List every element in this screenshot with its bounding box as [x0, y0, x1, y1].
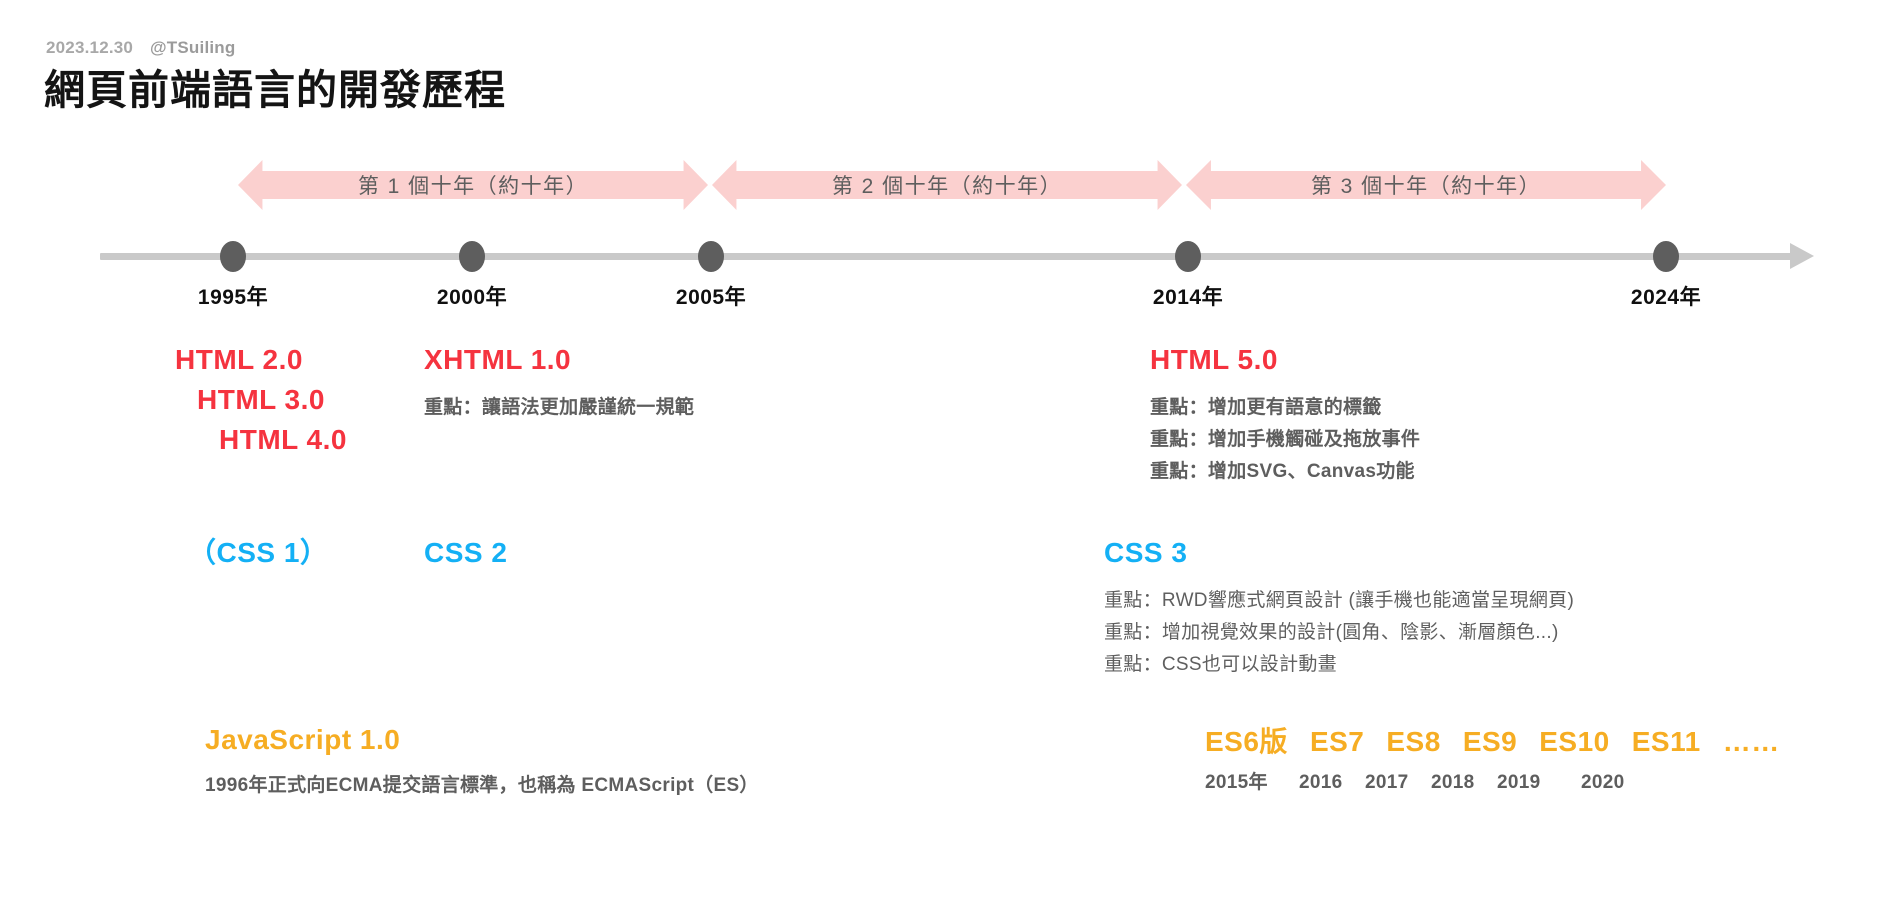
es-version-8: ES8 — [1386, 726, 1441, 757]
timeline-year-1995: 1995年 — [197, 286, 269, 309]
ecmascript-versions: ES6版 ES7 ES8 ES9 ES10 ES11 …… — [1205, 720, 1780, 760]
decade-band-1: 第 1 個十年（約十年） — [238, 160, 708, 210]
ecmascript-block: ES6版 ES7 ES8 ES9 ES10 ES11 …… 2015年 2016… — [1205, 720, 1780, 794]
html5-note-2: 重點：增加手機觸碰及拖放事件 — [1150, 428, 1421, 450]
html-early-versions: HTML 2.0 HTML 3.0 HTML 4.0 — [175, 340, 347, 459]
es-year-2017: 2017 — [1365, 772, 1409, 793]
css3-note-3: 重點：CSS也可以設計動畫 — [1104, 653, 1337, 675]
html5-title: HTML 5.0 — [1150, 344, 1278, 375]
es-version-6: ES6版 — [1205, 726, 1288, 757]
timeline-dot-2000 — [459, 241, 485, 272]
timeline-arrowhead-icon — [1790, 243, 1814, 269]
byline: 2023.12.30 @TSuiling — [46, 38, 235, 58]
es-version-9: ES9 — [1462, 726, 1518, 757]
decade-arrow-2: 第 2 個十年（約十年） — [712, 160, 1182, 210]
timeline-dot-2005 — [698, 241, 724, 272]
ecmascript-years: 2015年 2016 2017 2018 2019 2020 — [1205, 767, 1780, 794]
es-version-7: ES7 — [1309, 726, 1365, 757]
decade-band-3: 第 3 個十年（約十年） — [1186, 160, 1666, 210]
css2-title: CSS 2 — [424, 537, 508, 568]
es-version-11: ES11 — [1631, 726, 1701, 757]
byline-handle: @TSuiling — [150, 38, 236, 57]
xhtml-note-1: 重點：讓語法更加嚴謹統一規範 — [424, 396, 695, 418]
decade-arrow-3: 第 3 個十年（約十年） — [1186, 160, 1666, 210]
decade-label-2: 第 2 個十年（約十年） — [831, 175, 1063, 198]
page-title: 網頁前端語言的開發歷程 — [44, 67, 506, 113]
timeline-year-2024: 2024年 — [1630, 286, 1702, 309]
xhtml-title: XHTML 1.0 — [424, 344, 572, 375]
es-year-2016: 2016 — [1299, 772, 1343, 793]
byline-date: 2023.12.30 — [46, 38, 134, 57]
xhtml-block: XHTML 1.0 重點：讓語法更加嚴謹統一規範 — [424, 340, 694, 424]
es-version-10: ES10 — [1539, 726, 1610, 757]
timeline-dot-2014 — [1175, 241, 1201, 272]
timeline-dot-1995 — [220, 241, 246, 272]
timeline-year-2014: 2014年 — [1152, 286, 1224, 309]
css3-notes: 重點：RWD響應式網頁設計 (讓手機也能適當呈現網頁) 重點：增加視覺效果的設計… — [1104, 585, 1574, 681]
html5-note-1: 重點：增加更有語意的標籤 — [1150, 396, 1382, 418]
html5-notes: 重點：增加更有語意的標籤 重點：增加手機觸碰及拖放事件 重點：增加SVG、Can… — [1150, 392, 1420, 488]
html-version-3: HTML 3.0 — [197, 383, 325, 415]
es-year-2018: 2018 — [1431, 772, 1475, 793]
es-year-2015: 2015年 — [1205, 772, 1268, 793]
css3-block: CSS 3 重點：RWD響應式網頁設計 (讓手機也能適當呈現網頁) 重點：增加視… — [1104, 533, 1574, 680]
timeline-year-2005: 2005年 — [675, 286, 747, 309]
decade-band-2: 第 2 個十年（約十年） — [712, 160, 1182, 210]
html5-note-3: 重點：增加SVG、Canvas功能 — [1150, 460, 1415, 482]
es-year-2019: 2019 — [1497, 772, 1541, 793]
decade-label-3: 第 3 個十年（約十年） — [1310, 175, 1542, 198]
css1-block: （CSS 1） — [188, 533, 328, 573]
css2-block: CSS 2 — [424, 533, 507, 573]
decade-arrow-1: 第 1 個十年（約十年） — [238, 160, 708, 210]
html5-block: HTML 5.0 重點：增加更有語意的標籤 重點：增加手機觸碰及拖放事件 重點：… — [1150, 340, 1420, 487]
timeline-dot-2024 — [1653, 241, 1679, 272]
timeline-year-2000: 2000年 — [436, 286, 508, 309]
javascript-block: JavaScript 1.0 1996年正式向ECMA提交語言標準，也稱為 EC… — [205, 720, 759, 802]
css3-title: CSS 3 — [1104, 537, 1188, 568]
css3-note-2: 重點：增加視覺效果的設計(圓角、陰影、漸層顏色...) — [1104, 621, 1559, 643]
es-year-2020: 2020 — [1581, 772, 1625, 793]
html-version-2: HTML 2.0 — [175, 344, 303, 375]
css3-note-1: 重點：RWD響應式網頁設計 (讓手機也能適當呈現網頁) — [1104, 589, 1575, 611]
html-version-4: HTML 4.0 — [219, 423, 347, 455]
javascript-note: 1996年正式向ECMA提交語言標準，也稱為 ECMAScript（ES） — [205, 774, 759, 796]
javascript-title: JavaScript 1.0 — [205, 724, 401, 755]
es-version-more: …… — [1722, 726, 1780, 757]
timeline-axis — [100, 253, 1798, 260]
decade-label-1: 第 1 個十年（約十年） — [357, 175, 589, 198]
css1-title: （CSS 1） — [188, 537, 329, 568]
